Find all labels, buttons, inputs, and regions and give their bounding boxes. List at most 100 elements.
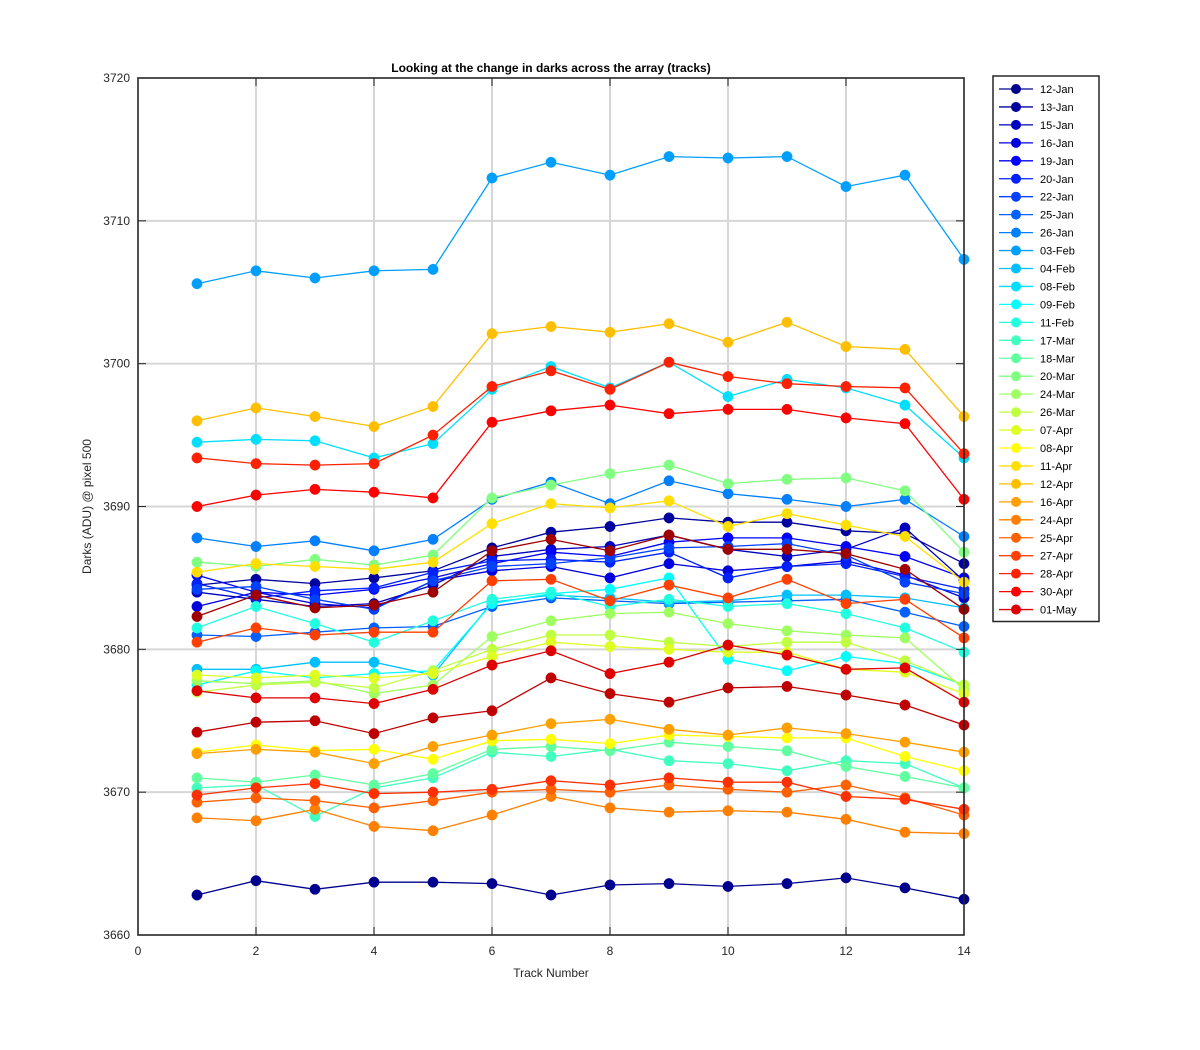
data-point <box>250 433 262 445</box>
series-line <box>196 534 965 618</box>
data-point <box>663 878 675 890</box>
data-point <box>899 632 911 644</box>
legend-item: 22-Jan <box>999 191 1074 204</box>
data-point <box>722 521 734 532</box>
legend-box <box>992 75 1100 623</box>
legend-item: 15-Jan <box>999 120 1074 132</box>
legend-label: 15-Jan <box>1040 120 1074 132</box>
legend-swatch-marker <box>1011 245 1021 256</box>
data-point <box>368 458 380 470</box>
data-point <box>781 598 793 610</box>
y-tick-label: 3700 <box>103 357 130 371</box>
legend-item: 28-Apr <box>999 568 1073 581</box>
data-point <box>486 878 498 890</box>
legend-swatch-marker <box>1011 568 1021 579</box>
data-point <box>899 399 911 411</box>
series-26-Jan <box>191 475 970 557</box>
legend-label: 11-Feb <box>1040 317 1074 329</box>
data-point <box>427 492 439 504</box>
data-point <box>250 541 262 552</box>
data-point <box>368 486 380 498</box>
data-point <box>545 889 557 901</box>
legend-swatch-marker <box>1011 532 1021 543</box>
data-point <box>663 558 675 570</box>
legend-swatch-marker <box>1011 443 1021 453</box>
legend-swatch-marker <box>1011 389 1021 400</box>
legend-swatch-marker <box>1011 281 1021 292</box>
chart-title: Looking at the change in darks across th… <box>391 61 710 75</box>
data-point <box>604 502 616 514</box>
legend-swatch-marker <box>1011 550 1021 561</box>
data-point <box>604 738 616 750</box>
x-tick-label: 4 <box>371 944 378 958</box>
data-point <box>191 889 203 901</box>
data-point <box>781 543 793 555</box>
data-point <box>604 583 616 595</box>
series-line <box>196 718 965 765</box>
data-point <box>899 826 911 838</box>
series-line <box>196 464 965 568</box>
data-point <box>486 492 498 504</box>
data-point <box>781 151 793 163</box>
data-point <box>191 685 203 697</box>
legend-item: 01-May <box>999 604 1077 617</box>
data-point <box>663 475 675 487</box>
legend-swatch-marker <box>1011 353 1021 364</box>
series-line <box>196 734 965 772</box>
data-point <box>604 629 616 641</box>
data-point <box>250 601 262 612</box>
legend-item: 11-Feb <box>999 317 1074 329</box>
data-point <box>840 472 852 484</box>
legend-label: 16-Apr <box>1040 497 1073 509</box>
legend-swatch-marker <box>1011 299 1021 310</box>
data-point <box>191 583 203 595</box>
data-point <box>250 792 262 804</box>
data-point <box>722 758 734 770</box>
legend-item: 12-Apr <box>999 478 1073 491</box>
data-point <box>840 663 852 675</box>
data-point <box>545 479 557 491</box>
data-point <box>722 592 734 604</box>
series-11-Apr <box>191 495 970 588</box>
legend-item: 20-Jan <box>999 173 1074 186</box>
data-point <box>545 321 557 332</box>
legend-item: 30-Apr <box>999 586 1073 599</box>
data-point <box>604 169 616 181</box>
data-point <box>722 478 734 490</box>
y-tick-label: 3720 <box>103 71 130 85</box>
data-point <box>427 753 439 765</box>
data-point <box>781 722 793 734</box>
data-point <box>722 639 734 651</box>
data-point <box>840 608 852 620</box>
legend-swatch-marker <box>1011 155 1021 166</box>
data-point <box>781 732 793 744</box>
data-point <box>545 615 557 627</box>
data-point <box>309 561 321 572</box>
legend-label: 13-Jan <box>1040 102 1074 114</box>
series-line <box>196 644 965 705</box>
data-point <box>191 415 203 427</box>
data-point <box>545 533 557 545</box>
data-point <box>899 751 911 762</box>
data-point <box>309 602 321 614</box>
legend-label: 11-Apr <box>1040 461 1073 473</box>
legend-swatch-marker <box>1011 209 1021 220</box>
data-point <box>191 748 203 760</box>
data-point <box>250 782 262 794</box>
data-point <box>545 751 557 762</box>
data-point <box>663 542 675 554</box>
series-20-Mar <box>191 459 970 572</box>
legend-item: 07-Apr <box>999 425 1073 437</box>
x-tick-label: 10 <box>721 944 735 958</box>
legend-label: 04-Feb <box>1040 264 1075 276</box>
data-point <box>191 812 203 824</box>
legend-item: 03-Feb <box>999 245 1075 258</box>
data-point <box>368 626 380 638</box>
data-point <box>309 669 321 681</box>
data-point <box>840 761 852 772</box>
legend: 12-Jan 13-Jan 15-Jan 16-Jan 19-Jan 20-Jan 22-J… <box>992 75 1100 623</box>
data-point <box>191 452 203 464</box>
series-line <box>196 591 965 653</box>
data-point <box>663 495 675 507</box>
